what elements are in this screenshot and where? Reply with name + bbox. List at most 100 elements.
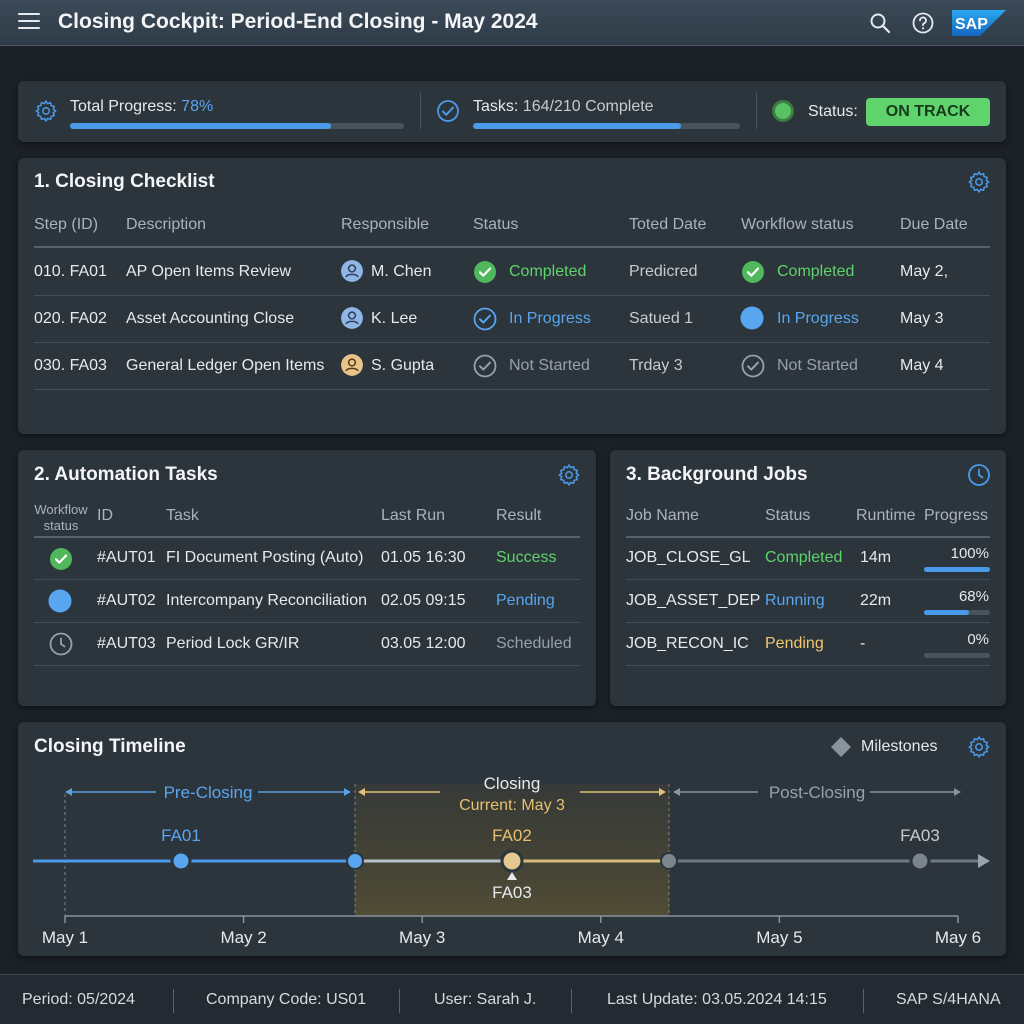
help-icon[interactable]: [911, 11, 935, 35]
jobs-title: 3. Background Jobs: [626, 464, 808, 485]
sap-logo[interactable]: SAP: [952, 10, 1006, 36]
background-jobs-card: [610, 450, 1006, 706]
last-run: 03.05 12:00: [381, 635, 466, 652]
col-workflow-status[interactable]: Workflow status: [34, 502, 88, 533]
check-circle-icon: [50, 548, 72, 570]
step-id: 020. FA02: [34, 310, 107, 327]
last-run: 01.05 16:30: [381, 549, 466, 566]
date-ticks: May 1 May 2 May 3 May 4 May 5 May 6: [42, 916, 981, 947]
job-name: JOB_CLOSE_GL: [626, 549, 751, 566]
avatar: [341, 260, 363, 282]
col-task[interactable]: Task: [166, 507, 199, 524]
col-step[interactable]: Step (ID): [34, 216, 99, 233]
due-date: May 2,: [900, 263, 949, 280]
tasks-text: Tasks: 164/210 Complete: [473, 98, 654, 115]
date-tick-label: May 2: [220, 928, 266, 947]
result: Pending: [496, 592, 555, 609]
gear-icon[interactable]: [967, 735, 991, 759]
step-id: 030. FA03: [34, 357, 107, 374]
not-started-icon: [473, 354, 497, 378]
footer-user: User: Sarah J.: [434, 991, 537, 1008]
check-circle-icon: [742, 261, 764, 283]
col-due-date[interactable]: Due Date: [900, 216, 968, 233]
task-name: Period Lock GR/IR: [166, 635, 300, 652]
app-title: Closing Cockpit: Period-End Closing - Ma…: [58, 10, 538, 33]
responsible: S. Gupta: [371, 357, 435, 374]
status-footer: Period: 05/2024 Company Code: US01 User:…: [0, 974, 1024, 1024]
job-runtime: -: [860, 635, 866, 652]
menu-icon[interactable]: [18, 13, 40, 31]
col-toted-date[interactable]: Toted Date: [629, 216, 707, 233]
step-id: 010. FA01: [34, 263, 107, 280]
workflow-status-text: In Progress: [777, 310, 859, 327]
avatar: [341, 307, 363, 329]
col-job-status[interactable]: Status: [765, 507, 811, 524]
job-progress-label: 68%: [958, 588, 989, 605]
description: Asset Accounting Close: [126, 310, 295, 327]
timeline-title: Closing Timeline: [34, 736, 186, 757]
milestone-fa03: [909, 850, 931, 872]
col-description[interactable]: Description: [126, 216, 207, 233]
phase-node: [346, 852, 364, 870]
toted-date: Trday 3: [629, 357, 683, 374]
due-date: May 3: [900, 310, 944, 327]
check-circle-icon: [474, 261, 496, 283]
footer-last-update: Last Update: 03.05.2024 14:15: [607, 991, 827, 1008]
job-progress-bar: [924, 653, 990, 658]
job-name: JOB_RECON_IC: [626, 635, 749, 652]
due-date: May 4: [900, 357, 944, 374]
footer-system: SAP S/4HANA: [896, 991, 1001, 1008]
shell-bar: Closing Cockpit: Period-End Closing - Ma…: [0, 0, 1024, 46]
date-tick-label: May 5: [756, 928, 802, 947]
gear-icon[interactable]: [34, 99, 58, 123]
status-text: In Progress: [509, 310, 591, 327]
last-run: 02.05 09:15: [381, 592, 466, 609]
automation-tasks-card: [18, 450, 596, 706]
status-label: Status:: [808, 103, 858, 120]
gear-icon[interactable]: [557, 463, 581, 487]
task-id: #AUT01: [97, 549, 156, 566]
col-runtime[interactable]: Runtime: [856, 507, 916, 524]
status-text: Completed: [509, 263, 587, 280]
current-marker: [507, 872, 517, 880]
gear-icon[interactable]: [967, 170, 991, 194]
in-progress-icon: [740, 306, 764, 330]
col-workflow-status[interactable]: Workflow status: [741, 216, 854, 233]
job-runtime: 14m: [860, 549, 892, 566]
legend-milestones[interactable]: Milestones: [861, 738, 938, 755]
job-progress-label: 100%: [950, 545, 989, 562]
col-progress[interactable]: Progress: [924, 507, 989, 524]
col-status[interactable]: Status: [473, 216, 519, 233]
job-status: Running: [765, 592, 825, 609]
phase-node: [660, 852, 678, 870]
diamond-icon: [831, 737, 851, 757]
search-icon[interactable]: [868, 11, 892, 35]
job-name: JOB_ASSET_DEP: [626, 592, 761, 609]
job-status: Pending: [765, 635, 824, 652]
in-progress-icon: [473, 307, 497, 331]
toted-date: Satued 1: [629, 310, 694, 327]
description: AP Open Items Review: [126, 263, 292, 280]
col-job-name[interactable]: Job Name: [626, 507, 699, 524]
footer-period: Period: 05/2024: [22, 991, 135, 1008]
toted-date: Predicred: [629, 263, 698, 280]
task-id: #AUT02: [97, 592, 156, 609]
milestone-fa02: [500, 849, 524, 873]
date-tick-label: May 3: [399, 928, 445, 947]
col-last-run[interactable]: Last Run: [381, 507, 446, 524]
clock-icon[interactable]: [967, 463, 991, 487]
col-id[interactable]: ID: [97, 507, 113, 524]
automation-title: 2. Automation Tasks: [34, 464, 218, 485]
phase-current-label: Current: May 3: [459, 797, 565, 814]
col-result[interactable]: Result: [496, 507, 542, 524]
date-tick-label: May 1: [42, 928, 88, 947]
job-progress-bar: [924, 567, 990, 572]
task-name: Intercompany Reconciliation: [166, 592, 367, 609]
status-badge: ON TRACK: [866, 98, 990, 126]
timeline-chart: Pre-Closing Closing Current: May 3 Post-…: [33, 774, 990, 947]
job-runtime: 22m: [860, 592, 892, 609]
col-responsible[interactable]: Responsible: [341, 216, 430, 233]
date-tick-label: May 6: [935, 928, 981, 947]
workflow-status-text: Completed: [777, 263, 855, 280]
milestone-fa03-current-label: FA03: [492, 883, 532, 902]
